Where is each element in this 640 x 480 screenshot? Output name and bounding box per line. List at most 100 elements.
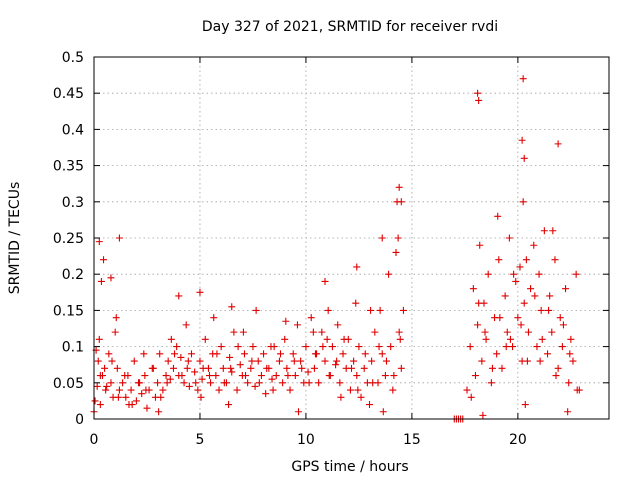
data-point — [502, 343, 510, 351]
data-point — [191, 368, 199, 376]
data-point — [493, 350, 501, 358]
data-point — [164, 357, 172, 365]
data-point — [182, 321, 190, 329]
data-point — [523, 357, 531, 365]
data-point — [122, 393, 130, 401]
data-point — [141, 372, 149, 380]
data-point — [506, 335, 514, 343]
data-point — [559, 321, 567, 329]
data-point — [257, 372, 265, 380]
data-point — [309, 328, 317, 336]
x-tick-label: 10 — [297, 432, 315, 448]
data-point — [337, 393, 345, 401]
data-point — [230, 328, 238, 336]
data-point — [295, 408, 303, 416]
data-point — [366, 401, 374, 409]
data-point — [397, 364, 405, 372]
data-point — [260, 350, 268, 358]
data-point — [277, 350, 285, 358]
axis-ticks — [93, 56, 609, 420]
data-point — [367, 306, 375, 314]
data-point — [290, 357, 298, 365]
data-point — [353, 372, 361, 380]
data-point — [565, 379, 573, 387]
data-point — [530, 241, 538, 249]
data-point — [97, 277, 105, 285]
data-point — [520, 154, 528, 162]
data-point — [184, 357, 192, 365]
data-point — [573, 386, 581, 394]
x-tick-label: 20 — [509, 432, 527, 448]
data-point — [311, 350, 319, 358]
data-point — [381, 372, 389, 380]
data-point — [127, 386, 135, 394]
data-point — [183, 364, 191, 372]
data-point — [378, 234, 386, 242]
data-point — [96, 401, 104, 409]
data-point — [397, 198, 405, 206]
data-point — [533, 343, 541, 351]
data-point — [212, 372, 220, 380]
data-point — [102, 386, 110, 394]
data-point — [293, 321, 301, 329]
data-point — [267, 343, 275, 351]
data-point — [239, 328, 247, 336]
data-point — [167, 335, 175, 343]
data-point — [545, 306, 553, 314]
data-point — [281, 335, 289, 343]
data-point — [94, 357, 102, 365]
data-point — [469, 285, 477, 293]
data-point — [302, 343, 310, 351]
data-point — [346, 386, 354, 394]
data-point — [328, 343, 336, 351]
x-tick-label: 5 — [196, 432, 205, 448]
data-point — [283, 364, 291, 372]
data-point — [326, 372, 334, 380]
chart-title: Day 327 of 2021, SRMTID for receiver rvd… — [202, 19, 498, 35]
data-point — [272, 372, 280, 380]
data-point — [569, 357, 577, 365]
data-point — [103, 382, 111, 390]
data-point — [360, 364, 368, 372]
data-point — [361, 350, 369, 358]
data-point — [498, 364, 506, 372]
data-point — [140, 350, 148, 358]
data-point — [101, 364, 109, 372]
data-point — [348, 364, 355, 372]
data-point — [319, 343, 327, 351]
data-point — [479, 411, 487, 419]
data-point — [467, 393, 475, 401]
data-point — [495, 256, 503, 264]
data-point — [254, 357, 262, 365]
data-point — [558, 343, 566, 351]
data-point — [357, 393, 365, 401]
data-point — [531, 292, 539, 300]
data-point — [244, 379, 252, 387]
data-point — [155, 408, 163, 416]
data-point — [332, 361, 340, 369]
data-point — [466, 343, 474, 351]
data-point — [509, 343, 517, 351]
data-point — [105, 350, 113, 358]
data-point — [233, 386, 241, 394]
data-point — [339, 350, 347, 358]
data-point — [304, 368, 312, 376]
data-point — [546, 292, 554, 300]
data-point — [549, 227, 557, 235]
data-point — [537, 306, 545, 314]
data-point — [510, 270, 518, 278]
data-point — [524, 328, 532, 336]
data-point — [392, 248, 400, 256]
data-point — [379, 408, 387, 416]
data-point — [119, 379, 127, 387]
data-point — [162, 372, 170, 380]
data-point — [196, 357, 204, 365]
data-point — [564, 408, 572, 416]
data-point — [394, 234, 402, 242]
data-point — [289, 350, 297, 358]
data-point — [136, 379, 144, 387]
y-tick-label: 0.3 — [62, 195, 84, 211]
data-point — [114, 393, 122, 401]
data-point — [291, 372, 299, 380]
data-point — [149, 364, 157, 372]
